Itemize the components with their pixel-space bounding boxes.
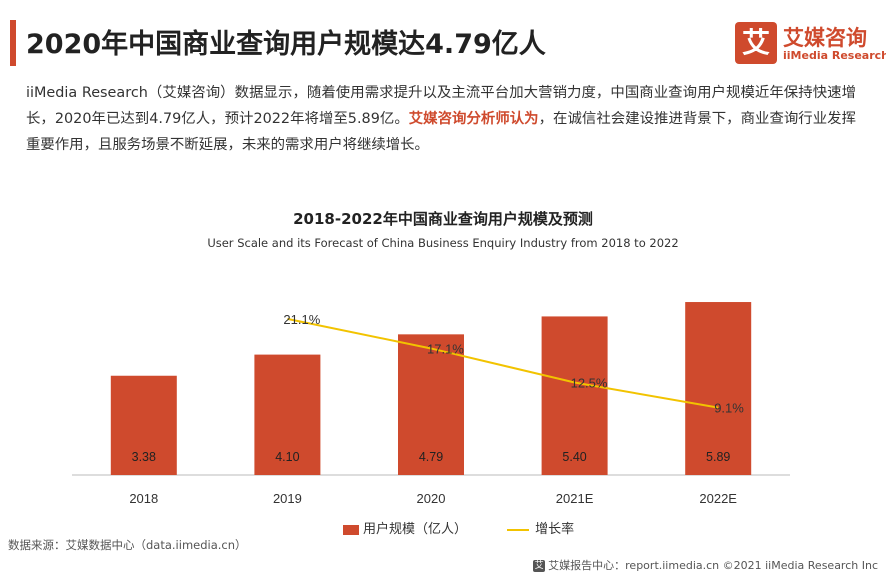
growth-rate-label: 21.1%	[283, 312, 320, 327]
logo-chinese-text: 艾媒咨询	[783, 26, 867, 50]
legend-bar-label: 用户规模（亿人）	[363, 522, 468, 537]
x-tick-label: 2020	[417, 491, 446, 506]
growth-rate-label: 17.1%	[427, 341, 464, 356]
logo-mark-icon: 艾	[735, 22, 777, 64]
bar-2021E	[541, 316, 608, 475]
bar-2020	[398, 334, 464, 475]
x-tick-label: 2018	[129, 491, 158, 506]
x-tick-label: 2022E	[699, 491, 737, 506]
bar-2018	[110, 375, 177, 475]
chart-title: 2018-2022年中国商业查询用户规模及预测	[293, 210, 593, 228]
x-tick-label: 2021E	[556, 491, 594, 506]
logo-english-text: iiMedia Research	[783, 49, 886, 62]
data-source: 数据来源：艾媒数据中心（data.iimedia.cn）	[8, 538, 247, 552]
footer: 艾艾媒报告中心：report.iimedia.cn ©2021 iiMedia …	[533, 557, 878, 573]
page-title: 2020年中国商业查询用户规模达4.79亿人	[26, 29, 546, 60]
intro-paragraph: iiMedia Research（艾媒咨询）数据显示，随着使用需求提升以及主流平…	[26, 80, 856, 158]
chart-subtitle: User Scale and its Forecast of China Bus…	[207, 236, 679, 250]
growth-rate-label: 9.1%	[714, 401, 744, 416]
growth-rate-line	[287, 317, 719, 409]
footer-text: 艾媒报告中心：report.iimedia.cn ©2021 iiMedia R…	[548, 559, 878, 572]
chart-legend: 用户规模（亿人） 增长率	[343, 518, 610, 537]
title-accent-bar	[10, 20, 16, 66]
bar-value-label: 5.89	[706, 450, 730, 464]
legend-item-users: 用户规模（亿人）	[343, 518, 467, 537]
bar-value-label: 5.40	[562, 450, 586, 464]
growth-rate-label: 12.5%	[571, 376, 608, 391]
bar-2022E	[685, 302, 752, 475]
intro-highlight: 艾媒咨询分析师认为	[408, 111, 539, 127]
intro-text-after: ，在诚信社会建设推进背景下，商业查询行业发挥重要作用，且服务场景不断延展，未来的…	[26, 111, 856, 153]
legend-item-growth: 增长率	[507, 518, 574, 537]
legend-line-label: 增长率	[535, 522, 575, 537]
bar-value-label: 3.38	[132, 450, 156, 464]
legend-bar-swatch	[343, 524, 359, 535]
bar-value-label: 4.10	[275, 450, 299, 464]
report-center-icon: 艾	[533, 560, 546, 572]
legend-line-swatch	[507, 528, 530, 531]
intro-text-before: iiMedia Research（艾媒咨询）数据显示，随着使用需求提升以及主流平…	[26, 85, 856, 127]
bar-value-label: 4.79	[419, 450, 443, 464]
bar-2019	[254, 354, 321, 475]
x-tick-label: 2019	[273, 491, 302, 506]
brand-logo: 艾 艾媒咨询 iiMedia Research	[735, 22, 886, 68]
